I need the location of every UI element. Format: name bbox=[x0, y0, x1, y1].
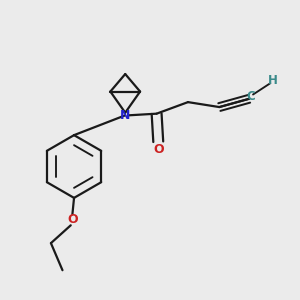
Text: O: O bbox=[67, 213, 78, 226]
Text: C: C bbox=[246, 90, 255, 103]
Text: N: N bbox=[120, 109, 130, 122]
Text: O: O bbox=[153, 142, 164, 155]
Text: H: H bbox=[268, 74, 278, 87]
